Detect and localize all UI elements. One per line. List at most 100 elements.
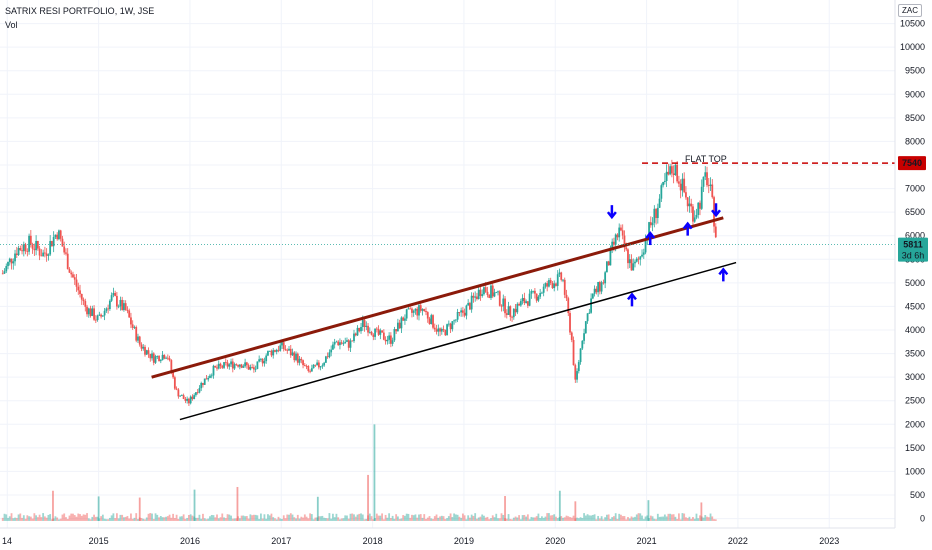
candle-body: [316, 362, 319, 366]
volume-bar: [711, 516, 714, 521]
candle-body: [519, 301, 522, 306]
volume-bar: [186, 517, 189, 521]
volume-bar: [63, 513, 66, 521]
candle-body: [418, 305, 420, 316]
volume-bar: [249, 514, 252, 521]
volume-bar: [137, 519, 139, 521]
candle-body: [19, 248, 22, 251]
volume-bar: [100, 516, 102, 521]
volume-bar: [419, 514, 422, 521]
volume-bar: [196, 517, 199, 521]
y-tick-label: 8000: [905, 136, 925, 146]
candle-body: [439, 328, 441, 332]
volume-bar: [245, 516, 248, 521]
candle-body: [669, 166, 672, 175]
volume-bar: [112, 513, 115, 521]
volume-bar: [565, 515, 568, 521]
volume-bar: [339, 519, 341, 521]
candle-body: [574, 365, 577, 380]
volume-bar: [159, 516, 162, 521]
candle-body: [191, 396, 194, 400]
candle-body: [188, 398, 190, 404]
volume-bar: [223, 517, 225, 521]
volume-bar: [351, 513, 354, 521]
arrow-head: [645, 231, 656, 239]
candle-body: [349, 340, 352, 348]
volume-bar: [525, 516, 528, 521]
candle-body: [490, 285, 492, 298]
last-price-tag: [898, 237, 928, 262]
candle-body: [310, 368, 313, 372]
candle-body: [704, 172, 707, 177]
candle-body: [307, 366, 310, 371]
candle-body: [576, 371, 578, 380]
volume-bar: [10, 513, 13, 521]
volume-bar: [451, 517, 454, 521]
candle-body: [303, 365, 306, 366]
volume-bar: [189, 514, 192, 521]
volume-indicator-label[interactable]: Vol: [5, 20, 18, 30]
volume-bar: [324, 518, 327, 521]
volume-bar: [639, 513, 642, 521]
last-price-label: 5811: [903, 240, 923, 250]
volume-bar: [469, 517, 471, 521]
volume-bar: [312, 519, 315, 521]
candle-body: [133, 327, 136, 328]
volume-bar: [595, 519, 598, 521]
volume-bar: [560, 516, 563, 521]
resistance-price-tag: [898, 156, 926, 171]
volume-bar: [108, 517, 111, 521]
volume-bar: [541, 516, 543, 521]
candle-body: [126, 310, 129, 311]
candle-body: [548, 280, 550, 287]
candle-body: [670, 166, 673, 174]
volume-bar: [344, 515, 347, 521]
volume-bar: [644, 516, 647, 521]
volume-bar: [588, 515, 591, 521]
volume-bar: [460, 517, 463, 521]
volume-bar: [377, 515, 380, 521]
volume-bar: [511, 519, 513, 521]
candle-body: [632, 263, 635, 271]
volume-bar: [333, 517, 336, 521]
volume-bar: [289, 513, 292, 521]
volume-bar: [474, 513, 477, 521]
candle-body: [296, 353, 299, 363]
volume-bar: [353, 514, 355, 521]
volume-bar: [375, 513, 378, 521]
candle-body: [108, 300, 111, 310]
volume-bars: [1, 424, 717, 521]
volume-bar: [154, 513, 157, 521]
volume-bar: [521, 515, 524, 521]
candle-body: [145, 350, 148, 355]
candle-body: [84, 301, 87, 307]
volume-bar: [432, 519, 434, 521]
candle-body: [565, 294, 568, 299]
upper-channel-line: [151, 216, 724, 379]
candle-body: [546, 283, 549, 287]
volume-bar: [570, 517, 573, 521]
candle-body: [556, 274, 559, 286]
volume-bar: [101, 514, 104, 521]
volume-bar: [151, 513, 153, 521]
volume-bar: [117, 518, 120, 521]
candle-body: [484, 287, 487, 292]
volume-spike-bar: [558, 490, 561, 521]
volume-bar: [404, 515, 406, 521]
volume-bar: [604, 517, 607, 521]
volume-bar: [516, 517, 519, 521]
volume-bar: [80, 515, 83, 521]
candle-body: [226, 362, 229, 367]
volume-bar: [646, 515, 649, 521]
candle-body: [47, 254, 50, 256]
volume-bar: [166, 516, 169, 521]
candle-body: [379, 330, 382, 335]
candle-body: [224, 362, 227, 363]
y-tick-label: 8500: [905, 113, 925, 123]
volume-bar: [616, 518, 619, 521]
candle-body: [101, 315, 104, 317]
volume-bar: [38, 514, 41, 521]
currency-badge[interactable]: ZAC: [898, 4, 922, 17]
volume-bar: [481, 514, 484, 521]
